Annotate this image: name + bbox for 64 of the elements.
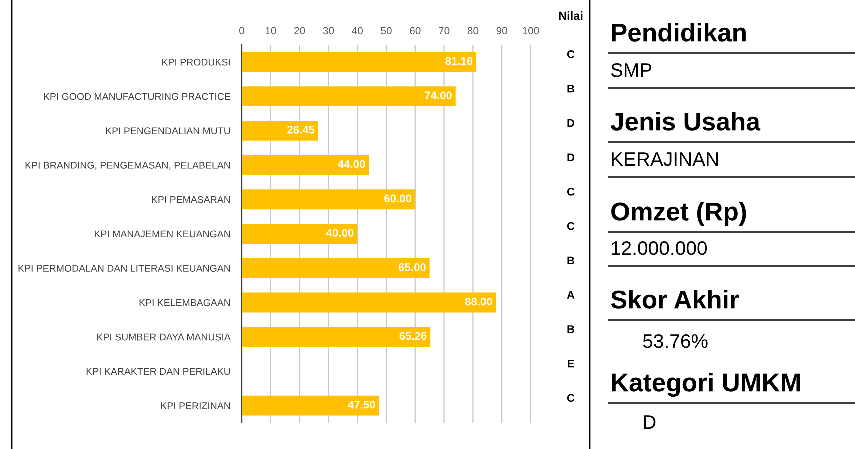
bar xyxy=(242,120,318,141)
text: C xyxy=(567,50,575,58)
text: C xyxy=(567,222,575,230)
text: Kategori UMKM xyxy=(612,372,800,398)
y-tick-label: KPI GOOD MANUFACTURING PRACTICE xyxy=(44,93,230,100)
text: B xyxy=(568,85,575,93)
bar xyxy=(242,292,496,313)
x-tick-label: 20 xyxy=(294,27,306,35)
text: Pendidikan xyxy=(612,23,746,42)
text: B xyxy=(568,326,575,334)
x-tick-label: 30 xyxy=(323,27,334,35)
y-tick-label: KPI MANAJEMEN KEUANGAN xyxy=(95,230,230,238)
data-label: 47.50 xyxy=(348,400,376,409)
data-label: 88.00 xyxy=(465,298,492,306)
text: Omzet (Rp) xyxy=(612,202,746,226)
y-tick-label: KPI BRANDING, PENGEMASAN, PELABELAN xyxy=(26,162,230,170)
x-tick-label: 70 xyxy=(439,27,450,35)
x-tick-label: 40 xyxy=(352,27,363,35)
text: KERAJINAN xyxy=(612,152,718,166)
text: Nilai xyxy=(559,12,583,20)
y-tick-label: KPI PRODUKSI xyxy=(162,58,230,66)
text: 53.76% xyxy=(643,334,708,348)
bar xyxy=(242,86,456,107)
data-label: 60.00 xyxy=(384,194,412,203)
text: D xyxy=(568,154,575,162)
text: 12.000.000 xyxy=(612,241,708,256)
data-label: 65.26 xyxy=(400,332,427,340)
bar xyxy=(242,396,380,416)
text: Skor Akhir xyxy=(611,290,740,309)
data-label: 81.16 xyxy=(446,57,473,66)
y-tick-label: KPI PERMODALAN DAN LITERASI KEUANGAN xyxy=(18,265,230,272)
x-tick-label: 100 xyxy=(523,27,540,35)
x-tick-label: 0 xyxy=(240,27,244,35)
text: C xyxy=(567,188,575,196)
data-label: 26.45 xyxy=(288,126,315,134)
data-label: 74.00 xyxy=(425,92,452,100)
bar xyxy=(242,258,430,278)
data-label: 65.00 xyxy=(398,263,426,272)
bar xyxy=(242,52,477,72)
text: E xyxy=(568,360,574,368)
bar xyxy=(242,190,416,210)
x-tick-label: 80 xyxy=(468,27,479,35)
data-label: 40.00 xyxy=(326,229,354,237)
y-tick-label: KPI SUMBER DAYA MANUSIA xyxy=(98,334,231,341)
bar xyxy=(242,327,431,348)
y-tick-label: KPI KELEMBAGAAN xyxy=(140,299,230,306)
x-tick-label: 50 xyxy=(381,27,392,35)
text: A xyxy=(567,291,575,299)
data-label: 44.00 xyxy=(338,160,366,168)
text: C xyxy=(567,394,575,402)
y-tick-label: KPI PEMASARAN xyxy=(152,196,230,204)
text: D xyxy=(644,416,656,430)
bar xyxy=(242,155,370,176)
bar xyxy=(242,224,358,244)
x-tick-label: 60 xyxy=(410,27,421,35)
y-tick-label: KPI KARAKTER DAN PERILAKU xyxy=(86,368,230,376)
text: Jenis Usaha xyxy=(610,112,761,131)
y-tick-label: KPI PERIZINAN xyxy=(161,402,230,410)
text: B xyxy=(568,256,575,264)
y-tick-label: KPI PENGENDALIAN MUTU xyxy=(106,128,230,135)
x-tick-label: 90 xyxy=(496,27,508,35)
x-tick-label: 10 xyxy=(266,27,276,35)
text: D xyxy=(568,119,575,128)
text: SMP xyxy=(611,63,652,78)
